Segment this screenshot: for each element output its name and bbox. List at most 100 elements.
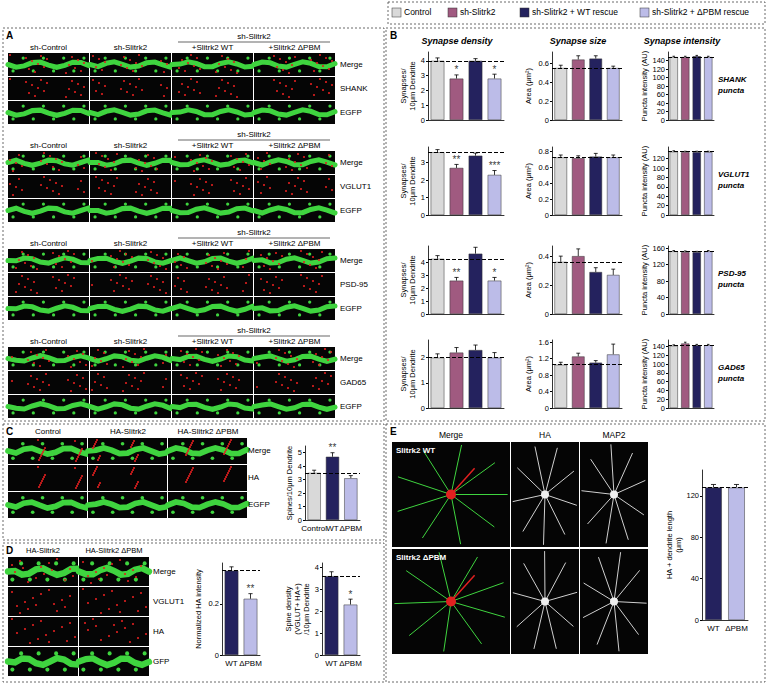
svg-text:WT: WT [325,659,338,668]
svg-text:Synapses/: Synapses/ [399,163,408,199]
svg-text:4: 4 [315,563,319,572]
svg-text:GAD65: GAD65 [340,378,367,387]
svg-text:Slitrk2 WT: Slitrk2 WT [396,446,435,455]
svg-text:puncta: puncta [717,280,745,289]
svg-text:D: D [6,545,13,556]
svg-text:120: 120 [686,491,699,500]
svg-text:VGLUT1: VGLUT1 [340,182,372,191]
svg-text:(VGLUT+ HA+): (VGLUT+ HA+) [293,583,302,635]
svg-text:0: 0 [695,616,699,625]
svg-text:0: 0 [421,116,425,125]
svg-text:0.4: 0.4 [539,387,549,396]
svg-text:10μm Dendrite: 10μm Dendrite [408,61,417,110]
svg-text:sh-Slitrk2: sh-Slitrk2 [237,326,271,335]
svg-text:1.2: 1.2 [539,354,549,363]
svg-text:Merge: Merge [439,430,463,440]
svg-text:80: 80 [657,173,665,182]
svg-text:140: 140 [652,56,665,65]
svg-text:EGFP: EGFP [248,500,270,509]
svg-text:Puncta intensity (AU): Puncta intensity (AU) [640,338,649,409]
svg-text:Control: Control [404,7,432,17]
svg-text:HA: HA [539,430,551,440]
svg-text:100: 100 [652,164,665,173]
svg-text:3: 3 [421,71,425,80]
svg-text:40: 40 [657,293,665,302]
svg-text:Area (μm²): Area (μm²) [524,262,533,298]
svg-text:VGLUT1: VGLUT1 [153,597,185,606]
svg-text:+Slitrk2 ΔPBM: +Slitrk2 ΔPBM [269,141,321,150]
svg-text:*: * [493,267,497,278]
svg-text:4: 4 [421,56,425,65]
svg-text:0: 0 [421,404,425,413]
svg-text:10μm Dendrite: 10μm Dendrite [408,156,417,205]
svg-text:20: 20 [657,201,665,210]
svg-text:EGFP: EGFP [340,304,362,313]
svg-text:EGFP: EGFP [340,206,362,215]
svg-text:2: 2 [315,607,319,616]
svg-text:Merge: Merge [340,60,363,69]
svg-text:0.2: 0.2 [539,281,549,290]
svg-text:Merge: Merge [340,354,363,363]
svg-text:sh-Slitrk2: sh-Slitrk2 [114,239,148,248]
svg-text:Spine density: Spine density [284,586,293,631]
svg-text:1: 1 [421,193,425,202]
svg-text:B: B [390,30,397,41]
svg-text:HA: HA [248,473,260,482]
svg-text:0.6: 0.6 [539,59,549,68]
svg-text:60: 60 [657,377,665,386]
svg-text:WT: WT [225,659,238,668]
svg-text:Spines/10μm Dendrite: Spines/10μm Dendrite [285,446,294,520]
svg-text:MAP2: MAP2 [602,430,625,440]
svg-text:0: 0 [661,310,665,319]
svg-text:HA-Slitrk2 ΔPBM: HA-Slitrk2 ΔPBM [178,427,239,436]
svg-text:Control: Control [301,524,327,533]
svg-text:Merge: Merge [248,446,271,455]
svg-text:1: 1 [421,101,425,110]
svg-text:Area (μm²): Area (μm²) [524,163,533,199]
svg-text:0: 0 [661,116,665,125]
svg-text:0: 0 [545,404,549,413]
svg-text:**: ** [247,583,255,594]
svg-text:EGFP: EGFP [340,108,362,117]
svg-text:2: 2 [421,284,425,293]
svg-text:Synapse intensity: Synapse intensity [644,36,722,46]
svg-text:0: 0 [545,211,549,220]
svg-text:0: 0 [421,310,425,319]
svg-text:sh-Control: sh-Control [30,239,67,248]
svg-text:C: C [6,426,13,437]
svg-text:HA-Slitrk2: HA-Slitrk2 [26,546,60,555]
svg-text:5: 5 [298,448,302,457]
svg-text:+Slitrk2 WT: +Slitrk2 WT [192,43,234,52]
svg-text:4: 4 [421,258,425,267]
svg-text:2: 2 [298,489,302,498]
svg-text:sh-Slitrk2: sh-Slitrk2 [114,337,148,346]
svg-text:140: 140 [652,342,665,351]
svg-text:SHANK: SHANK [718,75,748,84]
svg-text:0.2: 0.2 [539,195,549,204]
svg-text:3: 3 [315,585,319,594]
svg-text:Puncta intensity (AU): Puncta intensity (AU) [640,244,649,315]
svg-text:Synapses/: Synapses/ [399,262,408,298]
svg-text:Merge: Merge [340,256,363,265]
svg-text:60: 60 [657,90,665,99]
svg-text:puncta: puncta [717,86,745,95]
svg-text:sh-Slitrk2: sh-Slitrk2 [237,228,271,237]
svg-text:0.8: 0.8 [539,371,549,380]
svg-text:GFP: GFP [153,657,169,666]
svg-text:sh-Slitrk2: sh-Slitrk2 [237,130,271,139]
svg-text:ΔPBM: ΔPBM [725,624,748,633]
svg-text:sh-Slitrk2: sh-Slitrk2 [237,32,271,41]
svg-text:***: *** [489,160,501,171]
svg-text:**: ** [453,267,461,278]
svg-text:PSD-95: PSD-95 [340,280,369,289]
svg-text:2: 2 [421,353,425,362]
svg-text:Slitrk2 ΔPBM: Slitrk2 ΔPBM [396,553,447,562]
svg-text:+Slitrk2 ΔPBM: +Slitrk2 ΔPBM [269,239,321,248]
svg-text:0.8: 0.8 [539,147,549,156]
svg-text:WT: WT [326,524,339,533]
svg-text:120: 120 [652,351,665,360]
svg-text:SHANK: SHANK [340,84,368,93]
svg-text:40: 40 [657,192,665,201]
svg-text:80: 80 [657,368,665,377]
svg-text:+Slitrk2 ΔPBM: +Slitrk2 ΔPBM [269,337,321,346]
